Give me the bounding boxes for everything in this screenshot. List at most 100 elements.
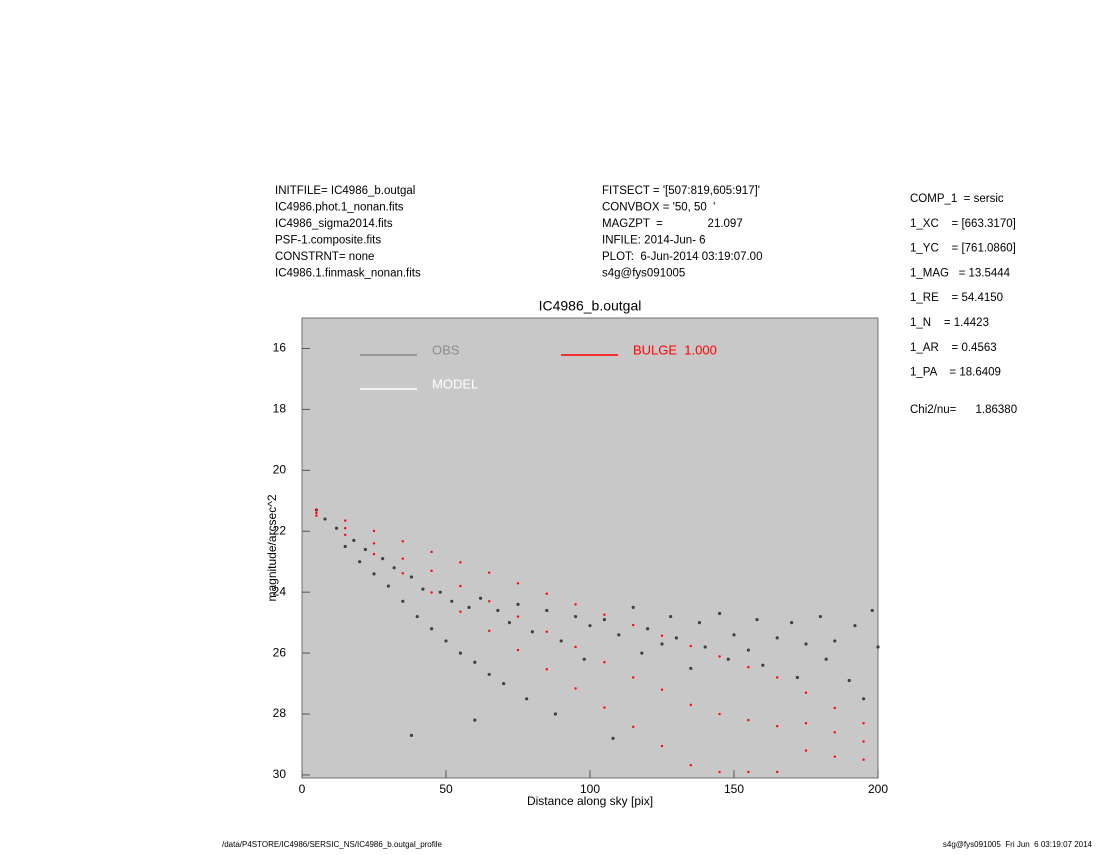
point	[430, 550, 433, 554]
header-line: CONVBOX = '50, 50 '	[602, 202, 715, 214]
point	[459, 584, 462, 588]
point	[478, 596, 483, 600]
chart-title: IC4986_b.outgal	[539, 298, 642, 314]
point	[459, 610, 462, 613]
point	[761, 663, 765, 667]
point	[747, 665, 750, 669]
point	[603, 706, 606, 709]
point	[617, 633, 621, 637]
point	[804, 691, 808, 694]
point	[421, 587, 425, 591]
header-line: CONSTRNT= none	[275, 251, 374, 263]
point	[611, 736, 615, 740]
parameter: 1_RE = 54.4150	[910, 292, 1003, 304]
point	[459, 561, 462, 564]
point	[795, 675, 799, 680]
point	[631, 605, 635, 610]
chi2: Chi2/nu= 1.86380	[910, 404, 1017, 416]
point	[409, 733, 414, 737]
point	[574, 603, 577, 606]
legend-label: BULGE 1.000	[633, 342, 717, 357]
parameter: 1_YC = [761.0860]	[910, 243, 1016, 255]
point	[833, 639, 837, 643]
point	[516, 615, 520, 618]
footer-left: /data/P4STORE/IC4986/SERSIC_NS/IC4986_b.…	[222, 840, 443, 849]
header-line: IC4986_sigma2014.fits	[275, 218, 393, 230]
point	[862, 740, 865, 743]
point	[776, 770, 779, 774]
x-tick-label: 100	[580, 782, 600, 796]
point	[392, 566, 396, 570]
point	[415, 614, 419, 619]
point	[467, 605, 471, 610]
point	[438, 590, 442, 594]
point	[747, 770, 750, 774]
header-line: PSF-1.composite.fits	[275, 235, 381, 247]
point	[674, 636, 679, 640]
point	[689, 703, 692, 707]
point	[358, 560, 362, 564]
parameter: 1_PA = 18.6409	[910, 367, 1001, 379]
x-tick-label: 200	[868, 782, 888, 796]
point	[516, 602, 520, 606]
header-line: MAGZPT = 21.097	[602, 218, 743, 230]
point	[847, 678, 851, 683]
point	[833, 731, 836, 734]
point	[603, 613, 606, 616]
point	[689, 764, 692, 767]
point	[363, 547, 367, 552]
point	[488, 600, 491, 603]
point	[632, 623, 635, 627]
point	[833, 706, 836, 710]
point	[315, 508, 318, 512]
point	[344, 519, 347, 522]
legend-label: MODEL	[432, 376, 478, 391]
header-line: FITSECT = '[507:819,605:917]'	[602, 185, 760, 197]
point	[582, 657, 586, 661]
point	[818, 614, 823, 619]
point	[334, 526, 339, 530]
point	[833, 755, 836, 758]
plot-area	[301, 317, 879, 779]
point	[747, 718, 750, 722]
parameter: 1_N = 1.4423	[910, 317, 989, 329]
point	[372, 572, 376, 576]
point	[790, 621, 794, 625]
point	[473, 718, 477, 722]
point	[488, 571, 491, 574]
point	[315, 514, 318, 517]
point	[669, 614, 673, 619]
point	[804, 749, 808, 752]
point	[862, 721, 865, 725]
y-tick-label: 18	[273, 402, 287, 416]
point	[804, 642, 808, 646]
point	[444, 639, 448, 643]
parameter: 1_MAG = 13.5444	[910, 267, 1011, 279]
point	[755, 617, 759, 622]
point	[746, 648, 751, 652]
point	[640, 651, 644, 655]
point	[516, 582, 520, 585]
header-line: INITFILE= IC4986_b.outgal	[275, 185, 415, 197]
point	[718, 655, 721, 658]
point	[602, 617, 607, 622]
point	[559, 639, 563, 643]
point	[574, 687, 577, 690]
point	[372, 529, 376, 533]
point	[632, 725, 635, 729]
parameter: 1_AR = 0.4563	[910, 342, 997, 354]
x-tick-label: 150	[724, 782, 744, 796]
point	[588, 624, 592, 628]
y-tick-label: 16	[273, 341, 287, 355]
header-line: IC4986.1.finmask_nonan.fits	[275, 268, 421, 280]
parameter: COMP_1 = sersic	[910, 193, 1004, 205]
point	[660, 642, 664, 646]
point	[352, 538, 356, 542]
point	[574, 645, 577, 649]
y-tick-label: 28	[273, 706, 287, 720]
point	[726, 657, 730, 661]
point	[553, 712, 558, 716]
point	[574, 614, 578, 619]
point	[876, 645, 880, 649]
legend-label: OBS	[432, 342, 460, 357]
